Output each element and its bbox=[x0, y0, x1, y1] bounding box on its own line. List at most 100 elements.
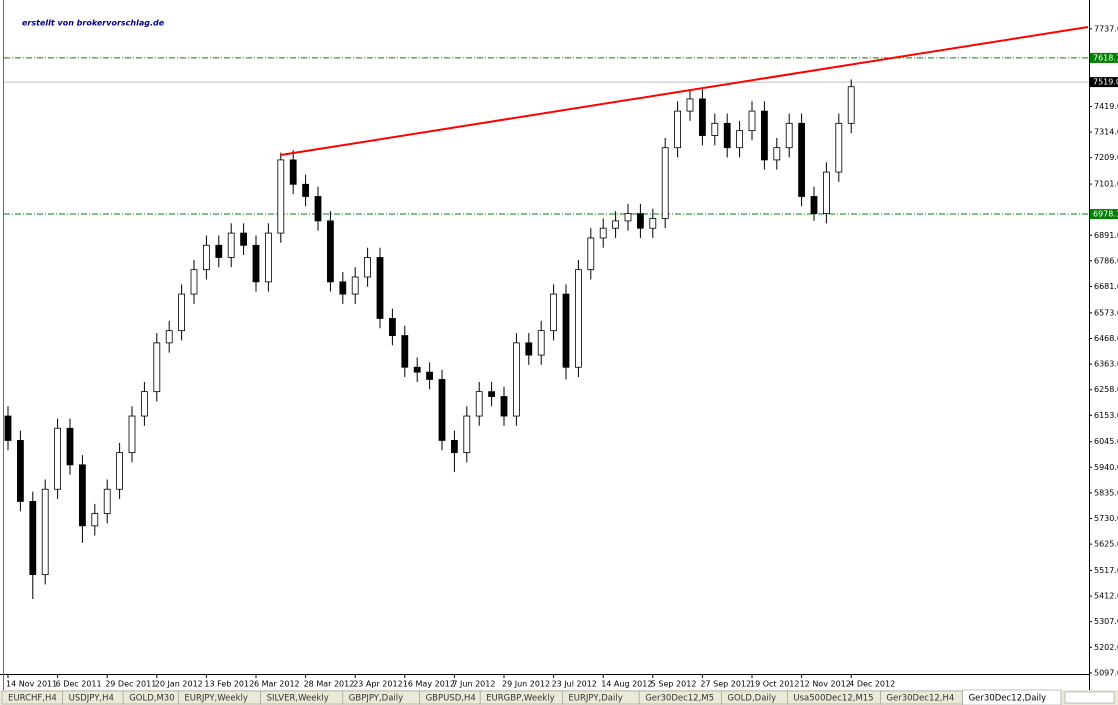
candle-body bbox=[66, 427, 74, 466]
x-tick-label: 5 Sep 2012 bbox=[651, 680, 697, 689]
candle-body bbox=[562, 293, 570, 368]
y-tick-label: 5730.0 bbox=[1094, 514, 1118, 523]
candle-body bbox=[314, 196, 322, 222]
x-tick-label: 29 Jun 2012 bbox=[502, 680, 550, 689]
candle-body bbox=[326, 220, 334, 283]
candle-body bbox=[364, 257, 372, 278]
level-label: 6978.1 bbox=[1093, 210, 1118, 219]
level-label: 7618.1 bbox=[1093, 53, 1118, 62]
tab-label: USDJPY,H4 bbox=[69, 694, 114, 704]
candle-body bbox=[847, 86, 855, 124]
candle-body bbox=[773, 147, 781, 161]
candle-body bbox=[91, 513, 99, 527]
x-tick-label: 6 Dec 2011 bbox=[56, 680, 102, 689]
tab-label: Ger30Dec12,M5 bbox=[645, 694, 714, 704]
candle-body bbox=[525, 342, 533, 356]
background bbox=[0, 0, 1118, 690]
scroll-area bbox=[1064, 691, 1115, 704]
y-tick-label: 5517.0 bbox=[1094, 566, 1118, 575]
tab-label: Ger30Dec12,H4 bbox=[886, 694, 954, 704]
level-label-box bbox=[1090, 52, 1118, 63]
candle-body bbox=[289, 159, 297, 185]
candle-body bbox=[165, 330, 173, 344]
candle-body bbox=[637, 213, 644, 229]
candle-body bbox=[426, 371, 434, 380]
current-price-box bbox=[1090, 77, 1118, 88]
y-tick-label: 7101.0 bbox=[1094, 180, 1118, 189]
candle-body bbox=[178, 293, 186, 332]
candle-body bbox=[612, 220, 619, 229]
candle-body bbox=[488, 391, 496, 397]
candle-body bbox=[103, 488, 111, 515]
candle-body bbox=[575, 269, 582, 368]
candle-body bbox=[41, 488, 49, 576]
y-tick-label: 5940.0 bbox=[1094, 463, 1118, 472]
candle-body bbox=[153, 342, 161, 393]
y-tick-label: 7419.0 bbox=[1094, 102, 1118, 111]
x-tick-label: 19 Oct 2012 bbox=[750, 680, 799, 689]
x-tick-label: 13 Feb 2012 bbox=[204, 680, 254, 689]
y-tick-label: 5625.0 bbox=[1094, 540, 1118, 549]
x-tick-label: 23 Jul 2012 bbox=[552, 680, 597, 689]
candle-body bbox=[438, 379, 446, 441]
candle-body bbox=[227, 232, 235, 258]
candle-body bbox=[711, 122, 719, 136]
y-tick-label: 7209.0 bbox=[1094, 153, 1118, 162]
candle-body bbox=[16, 440, 24, 502]
candle-body bbox=[302, 183, 310, 197]
tab[interactable] bbox=[962, 689, 1062, 705]
candle-body bbox=[723, 122, 731, 149]
candle-body bbox=[550, 293, 557, 332]
candle-body bbox=[785, 122, 793, 149]
trendline bbox=[280, 25, 1089, 157]
candle-body bbox=[500, 396, 508, 417]
candle-body bbox=[798, 122, 805, 197]
candle-body bbox=[252, 244, 260, 283]
candle-body bbox=[29, 501, 37, 576]
tab-label: EURCHF,H4 bbox=[8, 694, 57, 704]
candle-body bbox=[686, 98, 694, 112]
y-tick-label: 6468.0 bbox=[1094, 334, 1118, 343]
candle-body bbox=[351, 276, 359, 295]
candle-body bbox=[823, 171, 830, 214]
y-tick-label: 6045.0 bbox=[1094, 437, 1118, 446]
x-tick-label: 28 Mar 2012 bbox=[304, 680, 355, 689]
y-tick-label: 6786.0 bbox=[1094, 256, 1118, 265]
y-tick-label: 5097.0 bbox=[1094, 668, 1118, 677]
candle-body bbox=[599, 227, 607, 239]
candle-body bbox=[376, 257, 384, 319]
candle-body bbox=[388, 318, 396, 336]
x-tick-label: 29 Dec 2011 bbox=[105, 680, 156, 689]
y-tick-label: 6681.0 bbox=[1094, 282, 1118, 291]
y-tick-label: 6153.0 bbox=[1094, 411, 1118, 420]
level-label-box bbox=[1090, 209, 1118, 220]
candle-body bbox=[649, 218, 657, 229]
candle-body bbox=[128, 415, 136, 454]
tab-label: Ger30Dec12,Daily bbox=[969, 694, 1047, 704]
candle-body bbox=[413, 366, 421, 373]
tab-label: GOLD,Daily bbox=[727, 694, 776, 704]
candle-body bbox=[624, 213, 632, 222]
tab-label: SILVER,Weekly bbox=[267, 694, 329, 704]
candle-body bbox=[835, 122, 843, 173]
candle-body bbox=[140, 391, 148, 417]
x-tick-label: 16 May 2012 bbox=[403, 680, 455, 689]
candle-body bbox=[116, 452, 123, 490]
candle-body bbox=[463, 415, 471, 454]
y-tick-label: 5835.0 bbox=[1094, 488, 1118, 497]
tab-label: EURJPY,Weekly bbox=[184, 694, 248, 704]
candle-body bbox=[810, 196, 818, 214]
candle-body bbox=[79, 464, 86, 527]
candle-body bbox=[674, 110, 681, 149]
y-tick-label: 6363.0 bbox=[1094, 360, 1118, 369]
candle-body bbox=[190, 269, 198, 295]
candle-body bbox=[277, 159, 285, 234]
candle-body bbox=[240, 232, 248, 246]
tab-label: EURJPY,Daily bbox=[568, 694, 622, 704]
candle-body bbox=[215, 244, 223, 258]
candle-body bbox=[401, 335, 409, 368]
tab-label: GBPUSD,H4 bbox=[426, 694, 476, 704]
tab-label: GOLD,M30 bbox=[129, 694, 174, 704]
candle-body bbox=[761, 110, 768, 161]
